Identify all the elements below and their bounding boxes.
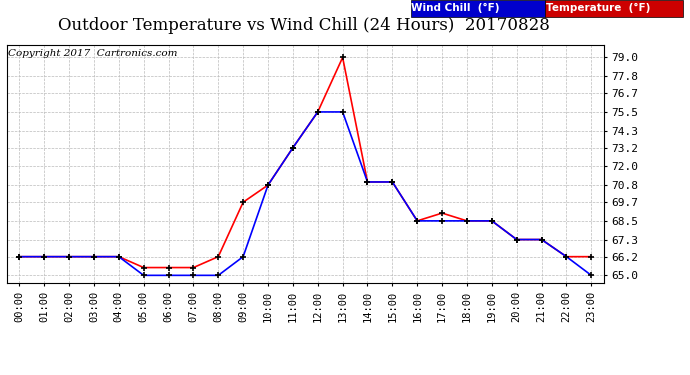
Text: Temperature  (°F): Temperature (°F) <box>546 3 650 13</box>
Text: Outdoor Temperature vs Wind Chill (24 Hours)  20170828: Outdoor Temperature vs Wind Chill (24 Ho… <box>58 17 549 34</box>
Text: Wind Chill  (°F): Wind Chill (°F) <box>411 3 500 13</box>
Text: Copyright 2017  Cartronics.com: Copyright 2017 Cartronics.com <box>8 49 177 58</box>
